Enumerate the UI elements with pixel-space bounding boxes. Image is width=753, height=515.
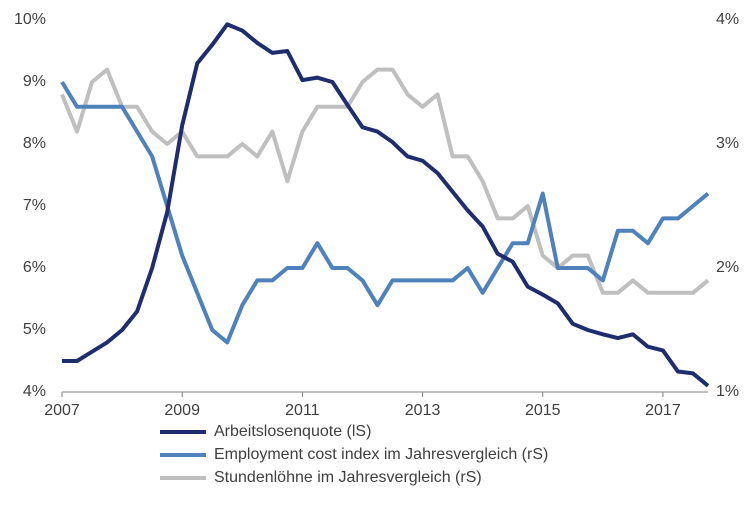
legend-label: Stundenlöhne im Jahresvergleich (rS)	[214, 469, 482, 486]
y-tick-label: 7%	[23, 197, 46, 214]
y-tick-label: 4%	[23, 383, 46, 400]
y-tick-label: 9%	[23, 73, 46, 90]
series-line	[62, 22, 710, 388]
y2-tick-label: 1%	[716, 383, 739, 400]
x-tick-label: 2011	[285, 402, 320, 419]
y-tick-label: 6%	[23, 259, 46, 276]
series-line	[60, 80, 710, 345]
x-tick-label: 2007	[44, 402, 80, 419]
legend-label: Arbeitslosenquote (lS)	[214, 423, 371, 440]
y2-tick-label: 2%	[716, 259, 739, 276]
y-tick-label: 5%	[23, 321, 46, 338]
x-tick-label: 2017	[645, 402, 681, 419]
y2-tick-label: 3%	[716, 135, 739, 152]
y-tick-label: 10%	[14, 11, 46, 28]
series-line	[60, 67, 710, 295]
legend-label: Employment cost index im Jahresvergleich…	[214, 446, 548, 463]
y2-tick-label: 4%	[716, 11, 739, 28]
x-tick-label: 2009	[164, 402, 200, 419]
y-tick-label: 8%	[23, 135, 46, 152]
x-tick-label: 2015	[525, 402, 561, 419]
x-tick-label: 2013	[405, 402, 441, 419]
